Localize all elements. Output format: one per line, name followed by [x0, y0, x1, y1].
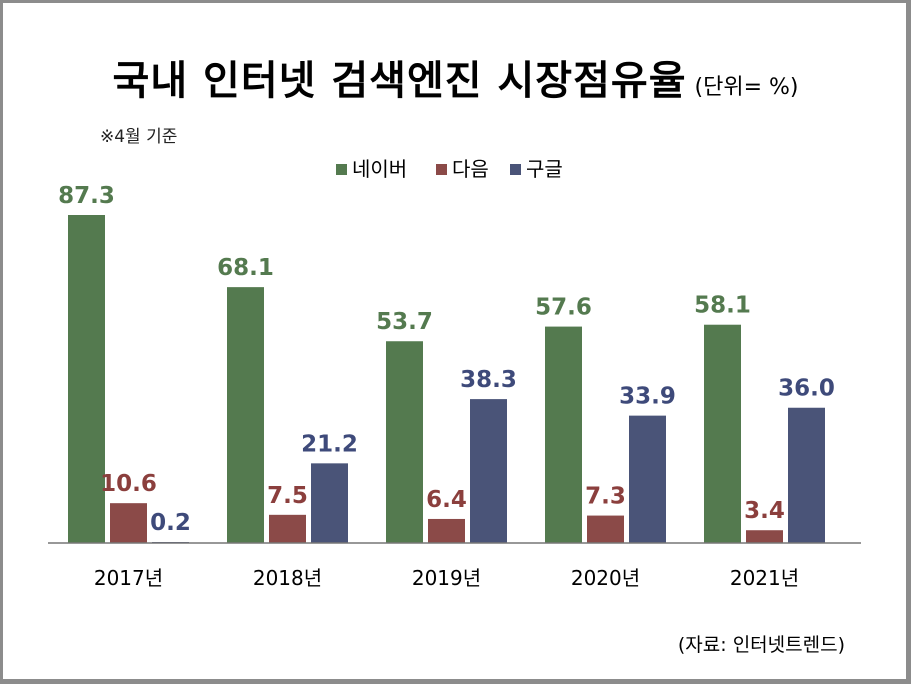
- value-label-naver-4: 57.6: [535, 295, 592, 321]
- value-label-google-5: 36.0: [778, 376, 835, 402]
- bar-naver-5: [704, 324, 741, 543]
- bar-google-4: [629, 415, 666, 543]
- value-label-daum-2: 7.5: [267, 483, 308, 509]
- bar-daum-3: [428, 518, 465, 543]
- legend-label-naver: 네이버: [352, 157, 407, 181]
- x-tick-label-4: 2020년: [571, 566, 640, 590]
- legend-label-google: 구글: [526, 157, 563, 181]
- unit-label: (단위= %): [694, 75, 799, 100]
- bar-daum-5: [746, 530, 783, 543]
- bar-daum-4: [587, 515, 624, 543]
- bar-daum-2: [269, 514, 306, 543]
- x-tick-label-2: 2018년: [253, 566, 322, 590]
- bar-google-5: [788, 407, 825, 543]
- bar-google-3: [470, 399, 507, 543]
- x-tick-label-3: 2019년: [412, 566, 481, 590]
- bar-naver-3: [386, 341, 423, 543]
- value-label-naver-5: 58.1: [694, 293, 751, 319]
- value-label-google-3: 38.3: [460, 367, 517, 393]
- value-label-naver-3: 53.7: [376, 309, 433, 335]
- bar-naver-2: [227, 287, 264, 543]
- value-label-daum-5: 3.4: [744, 498, 785, 524]
- source-note: (자료: 인터넷트렌드): [677, 634, 845, 656]
- basis-note: ※4월 기준: [100, 127, 178, 147]
- bar-naver-4: [545, 326, 582, 543]
- chart-title: 국내 인터넷 검색엔진 시장점유율: [112, 58, 687, 104]
- value-label-daum-1: 10.6: [100, 471, 157, 497]
- legend-swatch-daum: [436, 164, 447, 175]
- bar-daum-1: [110, 503, 147, 543]
- value-label-google-2: 21.2: [301, 431, 358, 457]
- value-label-google-4: 33.9: [619, 384, 676, 410]
- title-row: 국내 인터넷 검색엔진 시장점유율 (단위= %): [0, 48, 911, 106]
- x-tick-label-1: 2017년: [94, 566, 163, 590]
- x-tick-label-5: 2021년: [730, 566, 799, 590]
- bar-naver-1: [68, 215, 105, 543]
- legend-swatch-google: [510, 164, 521, 175]
- value-label-daum-3: 6.4: [426, 487, 467, 513]
- legend-swatch-naver: [336, 164, 347, 175]
- value-label-naver-2: 68.1: [217, 255, 274, 281]
- bar-google-2: [311, 463, 348, 543]
- legend-label-daum: 다음: [452, 157, 489, 181]
- value-label-daum-4: 7.3: [585, 484, 626, 510]
- value-label-naver-1: 87.3: [58, 183, 115, 209]
- value-label-google-1: 0.2: [150, 510, 191, 536]
